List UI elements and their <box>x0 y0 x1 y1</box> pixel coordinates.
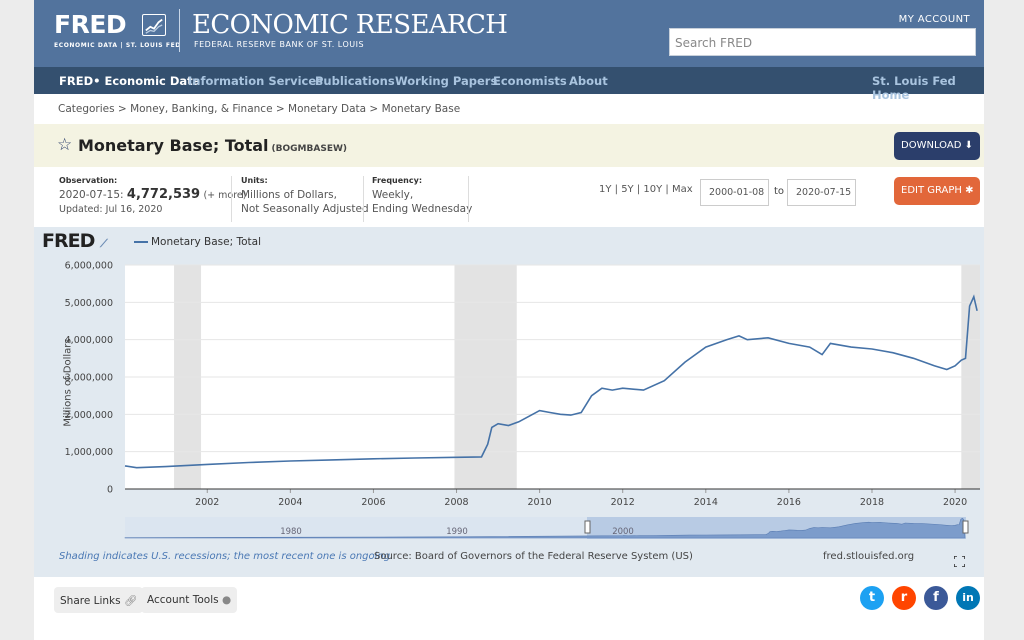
x-tick-label: 2018 <box>860 497 884 508</box>
nav-item-publications[interactable]: Publications <box>315 74 395 88</box>
fred-logo[interactable]: FRED ECONOMIC DATA | ST. LOUIS FED <box>54 10 181 50</box>
series-title-bar: ☆ Monetary Base; Total (BOGMBASEW) DOWNLO… <box>34 124 984 167</box>
nav-item-information-services[interactable]: Information Services <box>188 74 323 88</box>
y-tick-label: 2,000,000 <box>65 410 113 421</box>
start-date-input[interactable]: 2000-01-08 <box>700 179 769 206</box>
series-line <box>124 294 978 469</box>
y-tick-label: 6,000,000 <box>65 261 113 272</box>
frequency-label: Frequency: <box>372 176 423 185</box>
chart-fred-logo: FRED ⟋ <box>42 230 108 252</box>
graph-logo-icon: ⟋ <box>99 237 108 250</box>
x-tick-label: 2010 <box>528 497 552 508</box>
x-tick-label: 2014 <box>694 497 718 508</box>
chart-url[interactable]: fred.stlouisfed.org <box>823 551 915 562</box>
twitter-icon[interactable]: t <box>860 586 884 610</box>
reddit-icon[interactable]: r <box>892 586 916 610</box>
units-block: Units: Millions of Dollars, Not Seasonal… <box>241 176 369 216</box>
y-tick-label: 3,000,000 <box>65 373 113 384</box>
logo-text: FRED <box>54 10 127 39</box>
linkedin-icon[interactable]: in <box>956 586 980 610</box>
edit-graph-button[interactable]: EDIT GRAPH ✱ <box>894 177 980 205</box>
meta-divider <box>363 176 364 222</box>
navigator-right-handle[interactable] <box>962 520 969 534</box>
x-tick-label: 2004 <box>278 497 302 508</box>
series-title: Monetary Base; Total <box>78 136 269 155</box>
x-tick-label: 2006 <box>361 497 385 508</box>
fullscreen-icon[interactable] <box>954 556 965 567</box>
recession-note: Shading indicates U.S. recessions; the m… <box>59 551 394 562</box>
legend-swatch <box>134 241 148 243</box>
observation-label: Observation: <box>59 176 118 185</box>
nav-item-st-louis-fed-home[interactable]: St. Louis Fed Home <box>872 74 956 102</box>
y-tick-label: 4,000,000 <box>65 335 113 346</box>
nav-item-economists[interactable]: Economists <box>493 74 567 88</box>
units-line-1: Millions of Dollars, <box>241 189 337 201</box>
frequency-line-2: Ending Wednesday <box>372 203 473 215</box>
units-label: Units: <box>241 176 268 185</box>
x-tick-label: 2016 <box>777 497 801 508</box>
navigator-tick-label: 1980 <box>280 527 302 537</box>
frequency-line-1: Weekly, <box>372 189 414 201</box>
meta-divider <box>468 176 469 222</box>
meta-divider <box>231 176 232 222</box>
y-tick-label: 5,000,000 <box>65 298 113 309</box>
site-title[interactable]: ECONOMIC RESEARCH <box>192 10 508 40</box>
nav-item-working-papers[interactable]: Working Papers <box>395 74 498 88</box>
gear-icon: ✱ <box>965 185 974 196</box>
share-links-label: Share Links <box>60 595 121 607</box>
x-tick-label: 2012 <box>611 497 635 508</box>
y-tick-label: 0 <box>107 485 113 496</box>
frequency-block: Frequency: Weekly, Ending Wednesday <box>372 176 472 216</box>
main-nav: FRED• Economic Data Information Services… <box>34 67 984 102</box>
y-tick-label: 1,000,000 <box>65 447 113 458</box>
star-icon[interactable]: ☆ <box>57 135 73 155</box>
graph-logo-icon <box>142 14 166 36</box>
link-icon: 🔗︎ <box>123 595 138 607</box>
logo-subtext: ECONOMIC DATA | ST. LOUIS FED <box>54 42 181 49</box>
navigator-left-handle[interactable] <box>584 520 591 534</box>
page-title: Monetary Base; Total (BOGMBASEW) <box>78 136 347 155</box>
chart-legend: Monetary Base; Total <box>134 236 261 248</box>
x-tick-label: 2008 <box>444 497 468 508</box>
range-selector[interactable]: 1Y | 5Y | 10Y | Max <box>599 184 693 195</box>
x-tick-label: 2002 <box>195 497 219 508</box>
date-to-label: to <box>774 186 785 197</box>
x-tick-label: 2020 <box>943 497 967 508</box>
download-label: DOWNLOAD <box>901 140 962 151</box>
chart-panel: FRED ⟋ Monetary Base; Total Millions of … <box>34 227 984 577</box>
share-footer: Share Links 🔗︎ Account Tools ● t r f in <box>34 577 984 627</box>
nav-item-fred-economic-data[interactable]: FRED• Economic Data <box>59 74 201 88</box>
user-icon: ● <box>221 594 232 606</box>
site-subtitle: FEDERAL RESERVE BANK OF ST. LOUIS <box>194 40 365 49</box>
edit-graph-label: EDIT GRAPH <box>901 185 962 196</box>
search-input[interactable]: Search FRED <box>669 28 976 56</box>
range-navigator[interactable]: 1980 1990 2000 <box>124 517 969 539</box>
chart-source[interactable]: Source: Board of Governors of the Federa… <box>374 551 693 562</box>
account-tools-label: Account Tools <box>147 594 219 606</box>
page: FRED ECONOMIC DATA | ST. LOUIS FED ECONO… <box>34 0 984 640</box>
updated-date: Updated: Jul 16, 2020 <box>59 204 163 215</box>
download-button[interactable]: DOWNLOAD ⬇ <box>894 132 980 160</box>
units-line-2: Not Seasonally Adjusted <box>241 203 369 215</box>
share-links-button[interactable]: Share Links 🔗︎ <box>54 587 144 613</box>
site-header: FRED ECONOMIC DATA | ST. LOUIS FED ECONO… <box>34 0 984 67</box>
navigator-tick-label: 2000 <box>612 527 634 537</box>
end-date-input[interactable]: 2020-07-15 <box>787 179 856 206</box>
observation-more-link[interactable]: (+ more) <box>203 190 247 201</box>
series-code: (BOGMBASEW) <box>271 144 348 154</box>
observation-date: 2020-07-15: <box>59 189 124 201</box>
download-icon: ⬇ <box>964 140 973 151</box>
header-divider <box>179 9 180 52</box>
navigator-tick-label: 1990 <box>446 527 468 537</box>
my-account-link[interactable]: MY ACCOUNT <box>898 14 970 25</box>
navigator-area <box>124 517 966 539</box>
nav-item-about[interactable]: About <box>569 74 608 88</box>
breadcrumb[interactable]: Categories > Money, Banking, & Finance >… <box>58 103 461 115</box>
observation-value: 4,772,539 <box>126 187 201 202</box>
facebook-icon[interactable]: f <box>924 586 948 610</box>
account-tools-button[interactable]: Account Tools ● <box>141 587 238 613</box>
observation-block: Observation: 2020-07-15: 4,772,539 (+ mo… <box>59 176 246 217</box>
line-chart[interactable]: 0 1,000,000 2,000,000 3,000,000 4,000,000 5,0… <box>34 227 984 547</box>
legend-label: Monetary Base; Total <box>151 236 261 248</box>
